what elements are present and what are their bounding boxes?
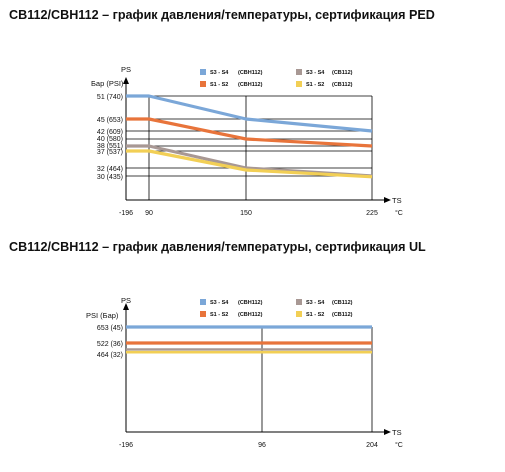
y-axis-unit-label: Бар (PSI) bbox=[91, 79, 124, 88]
x-tick-label: 225 bbox=[366, 210, 378, 217]
x-tick-label: 204 bbox=[366, 442, 378, 449]
x-tick-label: -196 bbox=[119, 442, 133, 449]
y-axis-unit-label: PSI (Бар) bbox=[86, 311, 119, 320]
legend-label: S1 - S2 bbox=[306, 312, 324, 318]
legend-model: (CBH112) bbox=[238, 300, 263, 306]
x-axis-arrow bbox=[384, 197, 391, 203]
x-axis-name: TS bbox=[392, 196, 402, 205]
legend-label: S1 - S2 bbox=[210, 312, 228, 318]
legend-swatch bbox=[296, 69, 302, 75]
x-axis-name: TS bbox=[392, 428, 402, 437]
legend-swatch bbox=[200, 69, 206, 75]
y-tick-label: 30 (435) bbox=[97, 174, 123, 181]
legend-model: (CBH112) bbox=[238, 82, 263, 88]
series-line bbox=[126, 117, 373, 148]
y-tick-label: 32 (464) bbox=[97, 166, 123, 173]
legend-swatch bbox=[200, 299, 206, 305]
legend-model: (CBH112) bbox=[238, 70, 263, 76]
legend-model: (CB112) bbox=[332, 70, 353, 76]
legend-label: S3 - S4 bbox=[306, 70, 325, 76]
legend-swatch bbox=[200, 311, 206, 317]
legend-model: (CB112) bbox=[332, 82, 353, 88]
x-axis-arrow bbox=[384, 429, 391, 435]
x-axis-unit-label: °C bbox=[395, 441, 403, 449]
legend-model: (CBH112) bbox=[238, 312, 263, 318]
legend-label: S3 - S4 bbox=[306, 300, 325, 306]
ped-chart-title: CB112/CBH112 – график давления/температу… bbox=[9, 8, 435, 22]
y-tick-label: 51 (740) bbox=[97, 94, 123, 101]
y-tick-label: 38 (551) bbox=[97, 143, 123, 150]
y-axis-name: PS bbox=[121, 65, 131, 74]
y-tick-label: 464 (32) bbox=[97, 352, 123, 359]
x-axis-unit-label: °C bbox=[395, 209, 403, 217]
legend-label: S3 - S4 bbox=[210, 300, 229, 306]
legend-swatch bbox=[200, 81, 206, 87]
legend-label: S1 - S2 bbox=[210, 82, 228, 88]
x-tick-label: 90 bbox=[145, 210, 153, 217]
y-tick-label: 45 (653) bbox=[97, 117, 123, 124]
y-tick-label: 42 (609) bbox=[97, 129, 123, 136]
legend-model: (CB112) bbox=[332, 300, 353, 306]
y-tick-label: 653 (45) bbox=[97, 325, 123, 332]
y-tick-label: 522 (36) bbox=[97, 341, 123, 348]
y-axis-arrow bbox=[123, 77, 129, 84]
x-tick-label: -196 bbox=[119, 210, 133, 217]
legend-swatch bbox=[296, 299, 302, 305]
y-axis-name: PS bbox=[121, 296, 131, 305]
x-tick-label: 150 bbox=[240, 210, 252, 217]
y-axis-arrow bbox=[123, 303, 129, 310]
series-line bbox=[126, 149, 373, 179]
y-tick-label: 40 (580) bbox=[97, 136, 123, 143]
series-line bbox=[126, 94, 373, 133]
legend-swatch bbox=[296, 81, 302, 87]
legend-model: (CB112) bbox=[332, 312, 353, 318]
y-tick-label: 37 (537) bbox=[97, 149, 123, 156]
legend-label: S3 - S4 bbox=[210, 70, 229, 76]
legend-swatch bbox=[296, 311, 302, 317]
legend-label: S1 - S2 bbox=[306, 82, 324, 88]
ul-chart-title: CB112/CBH112 – график давления/температу… bbox=[9, 240, 426, 254]
x-tick-label: 96 bbox=[258, 442, 266, 449]
